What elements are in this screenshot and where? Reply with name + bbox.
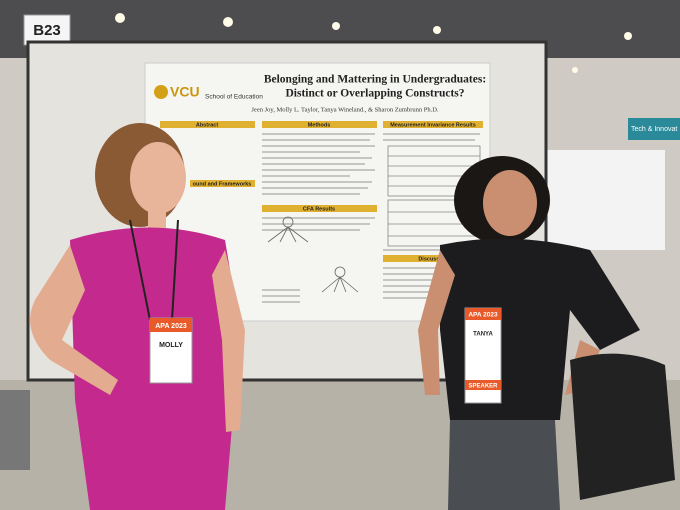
ceiling-lights <box>115 13 632 73</box>
poster-diagram <box>267 216 359 293</box>
logo: VCU <box>170 84 200 100</box>
light <box>624 32 632 40</box>
face <box>483 170 537 236</box>
partition-wall <box>545 150 665 250</box>
poster-authors: Jeen Joy, Molly L. Taylor, Tanya Winelan… <box>251 106 439 113</box>
section-bar <box>383 255 483 262</box>
badge-event: APA 2023 <box>155 323 187 330</box>
badge-name: MOLLY <box>159 342 183 349</box>
poster-body-text <box>262 133 480 303</box>
section-header: ound and Frameworks <box>193 181 252 187</box>
light <box>223 17 233 27</box>
light <box>332 22 340 30</box>
school: School of Education <box>205 94 263 101</box>
section-header: Abstract <box>196 122 218 128</box>
banner-text: Tech & Innovat <box>631 126 677 133</box>
arm <box>30 245 118 395</box>
arm <box>212 250 245 432</box>
light <box>433 26 441 34</box>
backpack <box>570 353 675 500</box>
logo-mark <box>154 85 168 99</box>
pants <box>448 420 560 510</box>
section-bar <box>190 180 255 187</box>
section-header: Methods <box>308 122 331 128</box>
section-header: Measurement Invariance Results <box>390 122 476 128</box>
face <box>130 142 186 214</box>
badge-band <box>465 380 501 390</box>
booth-number: B23 <box>33 22 61 39</box>
light <box>115 13 125 23</box>
banner <box>628 118 680 140</box>
section-header: CFA Results <box>303 206 335 212</box>
badge-name: TANYA <box>473 332 493 338</box>
section-bar <box>262 205 377 212</box>
light <box>572 67 578 73</box>
section-header: Discussion <box>418 256 448 262</box>
arm <box>418 250 455 395</box>
badge-band <box>150 318 192 332</box>
section-bar <box>383 121 483 128</box>
section-bar <box>160 121 255 128</box>
section-bar <box>262 121 377 128</box>
neck <box>148 208 166 230</box>
chair <box>0 390 30 470</box>
poster-title: Belonging and Mattering in Undergraduate… <box>264 74 486 86</box>
badge-band <box>465 308 501 320</box>
badge-role: SPEAKER <box>468 384 498 390</box>
lanyard <box>129 219 179 321</box>
badge-event: APA 2023 <box>468 312 498 319</box>
poster-title: Distinct or Overlapping Constructs? <box>286 88 465 100</box>
